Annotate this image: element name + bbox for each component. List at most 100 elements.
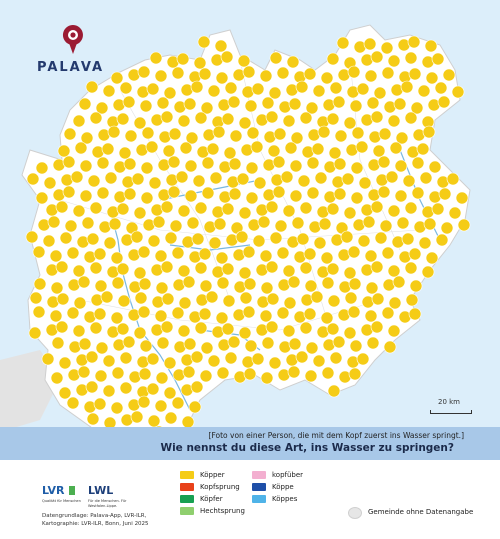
legend: Köpper Kopfsprung Köpfer Hechtsprung kop… — [0, 460, 500, 539]
municipality-point — [177, 204, 191, 218]
municipality-point — [227, 95, 241, 109]
municipality-point — [276, 246, 290, 260]
municipality-point — [29, 291, 43, 305]
municipality-point — [179, 141, 193, 155]
municipality-point — [167, 155, 181, 169]
municipality-point — [348, 277, 362, 291]
municipality-point — [33, 277, 47, 291]
municipality-point — [343, 326, 357, 340]
municipality-point — [326, 112, 340, 126]
municipality-point — [317, 125, 331, 139]
municipality-point — [207, 354, 221, 368]
municipality-point — [251, 352, 265, 366]
municipality-point — [446, 172, 460, 186]
municipality-point — [123, 187, 137, 201]
municipality-point — [348, 367, 362, 381]
municipality-point — [191, 232, 205, 246]
municipality-point — [110, 71, 124, 85]
municipality-point — [55, 200, 69, 214]
municipality-point — [242, 65, 256, 79]
municipality-point — [295, 80, 309, 94]
municipality-point — [224, 81, 238, 95]
municipality-point — [380, 41, 394, 55]
municipality-point — [242, 245, 256, 259]
municipality-point — [146, 382, 160, 396]
municipality-point — [260, 281, 274, 295]
municipality-point — [282, 264, 296, 278]
municipality-point — [199, 279, 213, 293]
municipality-point — [333, 187, 347, 201]
municipality-point — [116, 112, 130, 126]
map-area: PALAVA 20 km — [0, 0, 500, 432]
municipality-point — [299, 321, 313, 335]
municipality-point — [372, 144, 386, 158]
municipality-point — [303, 307, 317, 321]
municipality-point — [405, 293, 419, 307]
municipality-point — [223, 146, 237, 160]
municipality-point — [457, 218, 471, 232]
municipality-point — [70, 170, 84, 184]
municipality-point — [242, 305, 256, 319]
municipality-point — [89, 321, 103, 335]
municipality-point — [74, 141, 88, 155]
municipality-point — [343, 266, 357, 280]
municipality-point — [72, 264, 86, 278]
municipality-point — [147, 234, 161, 248]
municipality-point — [351, 126, 365, 140]
municipality-point — [119, 81, 133, 95]
credits-line-2: Kartographie: LVR-ILR, Bonn, Juni 2025 — [42, 521, 149, 527]
municipality-point — [122, 95, 136, 109]
municipality-point — [137, 305, 151, 319]
municipality-point — [328, 146, 342, 160]
municipality-point — [198, 247, 212, 261]
municipality-point — [80, 131, 94, 145]
municipality-point — [350, 161, 364, 175]
municipality-point — [287, 275, 301, 289]
municipality-point — [26, 172, 40, 186]
lvr-mark — [69, 486, 75, 495]
municipality-point — [66, 396, 80, 410]
municipality-point — [411, 186, 425, 200]
municipality-point — [133, 116, 147, 130]
municipality-point — [276, 306, 290, 320]
municipality-point — [116, 322, 130, 336]
municipality-point — [273, 127, 287, 141]
municipality-point — [425, 251, 439, 265]
municipality-point — [59, 231, 73, 245]
municipality-point — [102, 384, 116, 398]
municipality-point — [269, 51, 283, 65]
municipality-point — [291, 216, 305, 230]
municipality-point — [148, 176, 162, 190]
municipality-point — [424, 39, 438, 53]
municipality-point — [282, 204, 296, 218]
municipality-point — [79, 159, 93, 173]
municipality-point — [366, 336, 380, 350]
municipality-point — [299, 111, 313, 125]
municipality-point — [193, 56, 207, 70]
municipality-point — [347, 245, 361, 259]
municipality-point — [138, 277, 152, 291]
municipality-point — [154, 249, 168, 263]
municipality-point — [228, 157, 242, 171]
municipality-point — [198, 67, 212, 81]
municipality-point — [260, 371, 274, 385]
municipality-point — [341, 172, 355, 186]
municipality-point — [93, 307, 107, 321]
municipality-point — [259, 69, 273, 83]
municipality-point — [437, 95, 451, 109]
municipality-point — [417, 84, 431, 98]
municipality-point — [356, 82, 370, 96]
municipality-point — [160, 110, 174, 124]
municipality-point — [312, 84, 326, 98]
municipality-point — [266, 292, 280, 306]
municipality-point — [329, 81, 343, 95]
municipality-point — [183, 97, 197, 111]
municipality-point — [269, 231, 283, 245]
municipality-point — [239, 291, 253, 305]
municipality-point — [377, 185, 391, 199]
municipality-point — [77, 275, 91, 289]
municipality-point — [55, 320, 69, 334]
municipality-point — [389, 141, 403, 155]
municipality-point — [284, 141, 298, 155]
